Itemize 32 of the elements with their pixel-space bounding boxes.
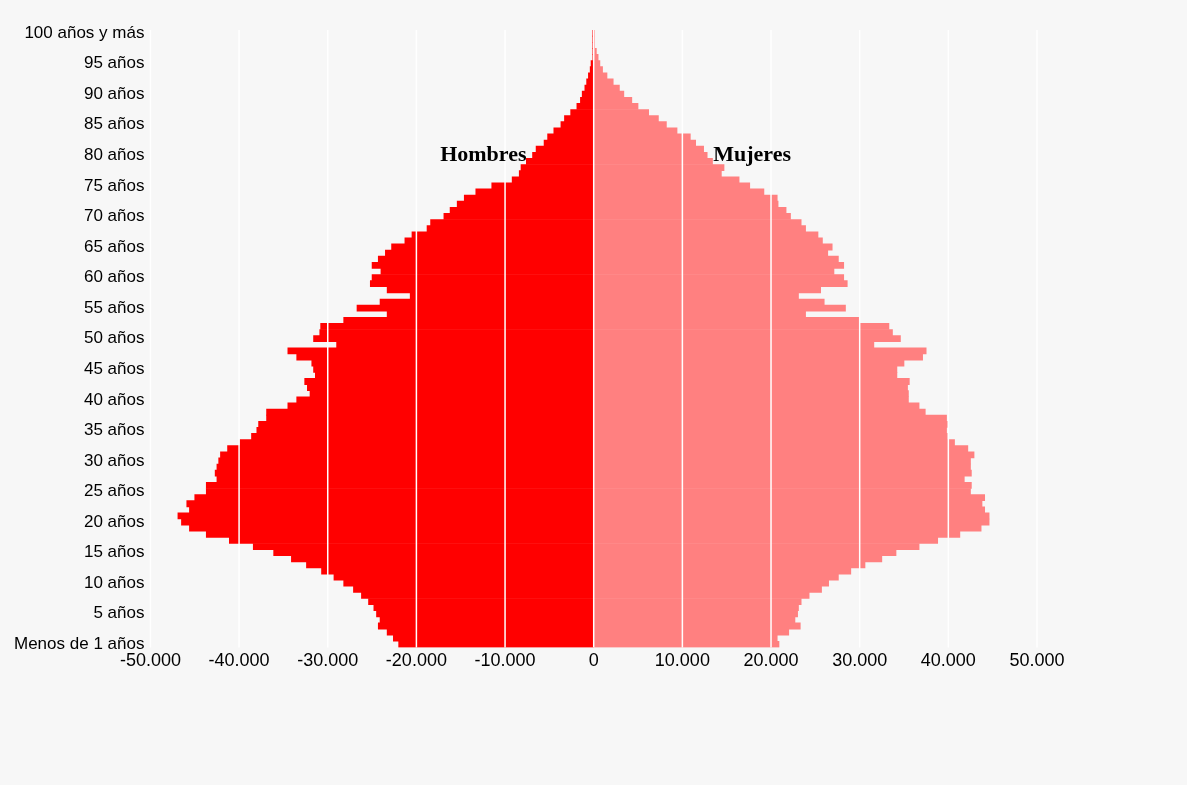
- y-tick-label: 65 años: [83, 236, 145, 256]
- series-label: Mujeres: [713, 141, 792, 166]
- x-tick-label: 40.000: [920, 650, 976, 671]
- y-tick-label: 100 años y más: [24, 22, 145, 42]
- y-tick-label: 25 años: [83, 481, 145, 501]
- y-tick-label: 80 años: [83, 145, 145, 164]
- y-tick-label: 35 años: [83, 420, 145, 440]
- x-tick-label: -30.000: [297, 650, 359, 671]
- x-tick-label: 10.000: [654, 650, 710, 671]
- y-tick-label: 90 años: [83, 83, 145, 103]
- x-tick-label: 30.000: [832, 650, 888, 671]
- y-tick-label: 95 años: [83, 53, 145, 73]
- y-tick-label: 85 años: [83, 114, 145, 134]
- y-tick-label: 10 años: [83, 572, 145, 592]
- y-tick-label: 55 años: [83, 297, 145, 317]
- y-tick-label: 70 años: [83, 206, 145, 226]
- x-tick-label: -40.000: [208, 650, 270, 671]
- x-tick-label: 0: [588, 650, 599, 671]
- x-tick-label: -10.000: [474, 650, 536, 671]
- y-tick-label: 50 años: [83, 328, 145, 348]
- series-label: Hombres: [440, 141, 527, 166]
- y-tick-label: 15 años: [83, 542, 145, 562]
- x-tick-label: 20.000: [743, 650, 799, 671]
- y-tick-label: 20 años: [83, 511, 145, 531]
- x-tick-label: -20.000: [385, 650, 447, 671]
- y-tick-label: 75 años: [83, 175, 145, 195]
- x-tick-label: 50.000: [1009, 650, 1065, 671]
- y-tick-label: 45 años: [83, 358, 145, 378]
- y-tick-label: 40 años: [83, 389, 145, 409]
- y-tick-label: 30 años: [83, 450, 145, 470]
- y-tick-label: 5 años: [93, 603, 145, 623]
- y-tick-label: 60 años: [83, 267, 145, 287]
